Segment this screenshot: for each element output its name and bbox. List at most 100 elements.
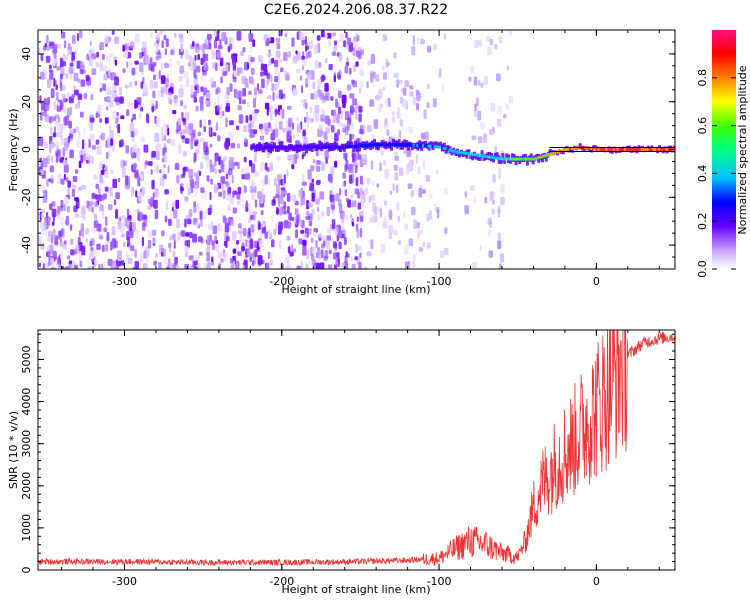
noise-cell <box>326 32 332 39</box>
noise-cell <box>130 131 135 138</box>
noise-cell <box>172 251 176 258</box>
noise-cell <box>64 219 68 225</box>
noise-cell <box>372 214 375 223</box>
noise-cell <box>166 124 169 129</box>
noise-cell <box>506 103 509 110</box>
noise-cell <box>276 80 280 86</box>
noise-cell <box>129 81 132 88</box>
noise-cell <box>51 201 56 207</box>
noise-cell <box>203 210 207 220</box>
noise-cell <box>301 181 307 186</box>
noise-cell <box>126 109 130 117</box>
noise-cell <box>248 160 253 167</box>
noise-cell <box>159 169 162 174</box>
noise-cell <box>161 230 165 237</box>
signal-cell <box>424 140 427 147</box>
signal-core <box>320 145 324 149</box>
noise-cell <box>162 147 167 153</box>
noise-cell <box>319 191 325 200</box>
signal-core <box>252 145 256 149</box>
noise-cell <box>76 33 79 42</box>
noise-cell <box>209 191 212 200</box>
noise-cell <box>358 113 362 123</box>
x-tick-label: -300 <box>112 575 137 588</box>
noise-cell <box>254 109 260 114</box>
noise-cell <box>292 122 295 130</box>
noise-cell <box>160 247 165 253</box>
noise-cell <box>115 209 119 219</box>
signal-core <box>340 145 344 149</box>
noise-cell <box>52 228 56 234</box>
signal-core <box>656 148 660 151</box>
noise-cell <box>406 149 412 156</box>
noise-cell <box>426 102 430 109</box>
noise-cell <box>110 264 113 269</box>
noise-cell <box>161 136 164 142</box>
noise-cell <box>249 252 255 258</box>
noise-cell <box>87 266 92 269</box>
noise-cell <box>392 111 395 116</box>
noise-cell <box>338 122 343 127</box>
signal-cell <box>429 141 433 147</box>
noise-cell <box>230 221 235 227</box>
noise-cell <box>289 252 293 257</box>
noise-cell <box>438 68 442 78</box>
noise-cell <box>393 151 398 156</box>
y-tick-label: 0 <box>20 567 33 574</box>
signal-cell <box>286 145 290 153</box>
noise-cell <box>131 118 134 123</box>
noise-cell <box>68 120 72 129</box>
signal-core <box>571 147 575 150</box>
noise-cell <box>393 229 399 236</box>
noise-cell <box>254 154 257 163</box>
noise-cell <box>213 39 217 49</box>
noise-cell <box>316 179 321 185</box>
noise-cell <box>343 40 347 48</box>
noise-cell <box>60 135 64 145</box>
noise-cell <box>313 44 319 54</box>
signal-core <box>625 148 629 151</box>
noise-cell <box>215 62 218 71</box>
noise-cell <box>214 168 218 175</box>
noise-cell <box>307 169 312 180</box>
noise-cell <box>391 134 396 139</box>
noise-cell <box>51 155 54 163</box>
noise-cell <box>123 50 128 58</box>
signal-cell <box>548 149 552 156</box>
signal-core <box>635 148 639 151</box>
noise-cell <box>163 135 166 142</box>
signal-cell <box>525 156 529 166</box>
noise-cell <box>113 199 117 206</box>
noise-cell <box>251 78 255 85</box>
noise-cell <box>185 232 190 237</box>
noise-cell <box>109 130 114 139</box>
noise-cell <box>179 65 185 74</box>
signal-core <box>412 143 416 147</box>
snr-y-label: SNR (10 * v/v) <box>7 411 20 489</box>
signal-core <box>327 145 331 149</box>
signal-core <box>369 143 373 147</box>
signal-core <box>420 144 424 148</box>
noise-cell <box>53 78 56 87</box>
signal-core <box>622 148 626 151</box>
noise-cell <box>103 74 108 81</box>
noise-cell <box>104 117 109 124</box>
noise-cell <box>302 129 306 137</box>
noise-cell <box>480 82 484 88</box>
noise-cell <box>489 191 494 201</box>
noise-cell <box>326 206 331 216</box>
noise-cell <box>234 161 238 166</box>
noise-cell <box>147 205 152 210</box>
signal-core <box>308 145 312 149</box>
signal-core <box>329 145 333 149</box>
noise-cell <box>48 116 53 124</box>
noise-cell <box>421 189 426 194</box>
signal-core <box>588 146 592 150</box>
noise-cell <box>479 244 482 252</box>
signal-core <box>301 145 305 149</box>
noise-cell <box>497 118 502 127</box>
noise-cell <box>476 97 479 107</box>
noise-cell <box>400 88 404 94</box>
noise-cell <box>397 79 403 85</box>
noise-cell <box>333 72 336 82</box>
